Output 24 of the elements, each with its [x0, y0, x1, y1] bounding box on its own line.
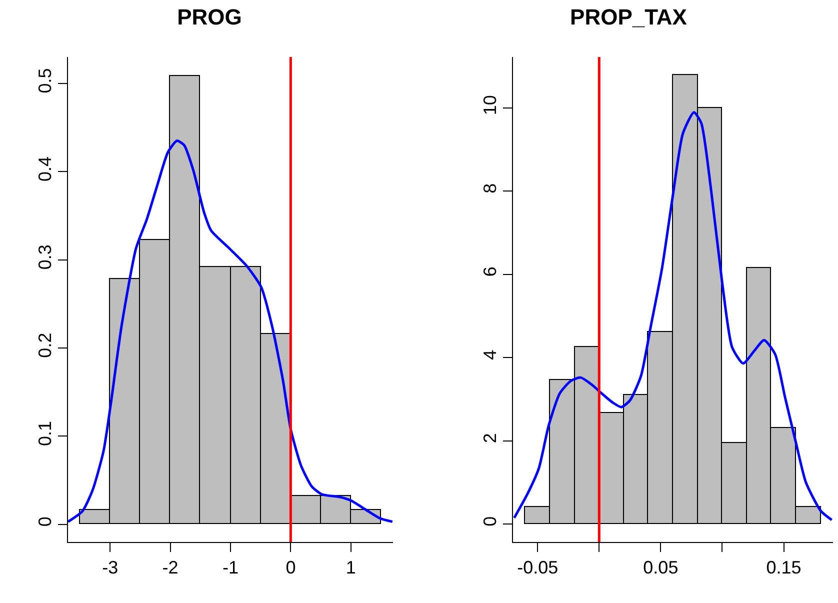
x-tick-label: -3 — [102, 558, 118, 578]
x-tick-label: 1 — [346, 558, 356, 578]
y-tick-label: 2 — [480, 433, 500, 444]
y-tick-label: 8 — [480, 183, 500, 194]
line-series — [68, 140, 393, 523]
y-tick-label: 6 — [480, 266, 500, 277]
x-tick-label: 0.15 — [766, 558, 802, 578]
x-tick-label: -1 — [222, 558, 239, 578]
y-tick-label: 0.2 — [34, 332, 55, 358]
line-series — [513, 111, 833, 522]
y-tick-label: 0.4 — [34, 156, 55, 182]
y-tick-label: 4 — [480, 350, 500, 360]
y-tick-label: 10 — [480, 95, 500, 116]
x-tick-label: 0.05 — [643, 558, 678, 578]
y-tick-label: 0 — [480, 516, 500, 526]
x-tick-label: 0 — [286, 558, 296, 578]
x-tick-label: -0.05 — [517, 558, 558, 578]
y-tick-label: 0.3 — [34, 244, 55, 270]
x-tick-label: -2 — [162, 558, 178, 578]
chart-title: PROP_TAX — [570, 4, 688, 30]
chart-title: PROG — [177, 4, 242, 30]
y-tick-label: 0 — [34, 516, 55, 527]
y-tick-label: 0.5 — [34, 68, 55, 94]
y-tick-label: 0.1 — [34, 420, 55, 446]
